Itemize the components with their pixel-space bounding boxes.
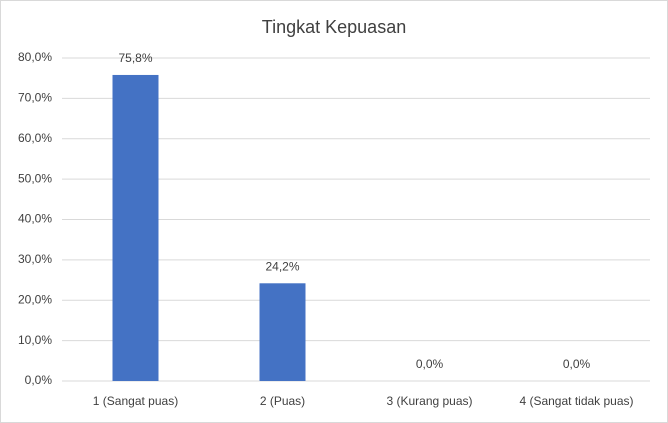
x-tick-label: 3 (Kurang puas) bbox=[386, 394, 472, 408]
y-tick-label: 70,0% bbox=[18, 91, 52, 105]
y-tick-label: 80,0% bbox=[18, 50, 52, 64]
y-tick-label: 40,0% bbox=[18, 212, 52, 226]
x-tick-label: 1 (Sangat puas) bbox=[93, 394, 178, 408]
x-tick-label: 2 (Puas) bbox=[260, 394, 305, 408]
y-tick-label: 10,0% bbox=[18, 333, 52, 347]
bar bbox=[112, 74, 159, 382]
data-label: 24,2% bbox=[265, 259, 299, 273]
data-label: 75,8% bbox=[118, 51, 152, 65]
y-tick-label: 0,0% bbox=[25, 373, 53, 387]
data-label: 0,0% bbox=[416, 357, 444, 371]
y-tick-label: 20,0% bbox=[18, 292, 52, 306]
y-tick-label: 50,0% bbox=[18, 171, 52, 185]
x-tick-label: 4 (Sangat tidak puas) bbox=[519, 394, 633, 408]
data-label: 0,0% bbox=[563, 357, 591, 371]
y-tick-label: 30,0% bbox=[18, 252, 52, 266]
y-tick-label: 60,0% bbox=[18, 131, 52, 145]
bar bbox=[259, 283, 306, 381]
chart-title: Tingkat Kepuasan bbox=[262, 17, 406, 37]
